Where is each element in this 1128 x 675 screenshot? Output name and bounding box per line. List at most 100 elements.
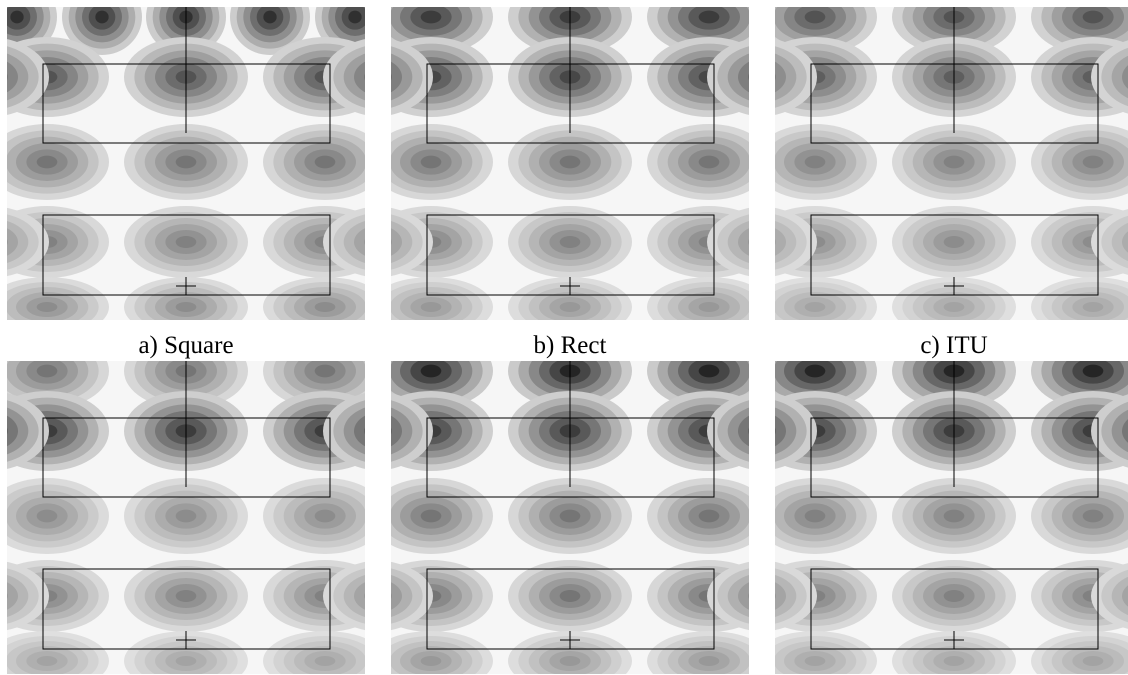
field-lobe xyxy=(7,427,8,435)
panel-e xyxy=(391,361,749,674)
field-lobe xyxy=(1122,231,1128,253)
field-lobe xyxy=(804,509,826,523)
field-lobe xyxy=(348,10,362,24)
field-plot-c xyxy=(775,7,1128,320)
caption-b: b) Rect xyxy=(533,332,607,359)
field-lobe xyxy=(738,228,749,256)
field-lobe xyxy=(804,10,826,24)
field-lobe xyxy=(364,73,365,81)
field-lobe xyxy=(1082,155,1104,169)
field-lobe xyxy=(748,427,749,435)
field-lobe xyxy=(1082,656,1104,666)
field-lobe xyxy=(7,61,18,93)
field-lobe xyxy=(698,10,720,24)
field-plot-e xyxy=(391,361,749,674)
field-lobe xyxy=(738,582,749,610)
field-lobe xyxy=(559,509,581,523)
panel-f xyxy=(775,361,1128,674)
field-lobe xyxy=(420,155,442,169)
field-lobe xyxy=(175,302,197,312)
field-lobe xyxy=(943,302,965,312)
field-lobe xyxy=(748,73,749,81)
field-lobe xyxy=(175,236,197,248)
field-plot-b xyxy=(391,7,749,320)
field-lobe xyxy=(775,427,776,435)
field-lobe xyxy=(36,302,58,312)
field-lobe xyxy=(175,656,197,666)
field-lobe xyxy=(175,155,197,169)
field-lobe xyxy=(391,582,402,610)
field-lobe xyxy=(354,228,365,256)
panel-d xyxy=(7,361,365,674)
field-lobe xyxy=(354,415,365,447)
field-lobe xyxy=(1111,409,1128,453)
field-lobe xyxy=(364,238,365,246)
caption-a: a) Square xyxy=(138,332,234,359)
field-lobe xyxy=(1122,585,1128,607)
field-lobe xyxy=(391,73,392,81)
field-lobe xyxy=(748,592,749,600)
field-lobe xyxy=(391,427,392,435)
field-lobe xyxy=(7,238,8,246)
field-lobe xyxy=(943,590,965,602)
field-lobe xyxy=(559,590,581,602)
field-lobe xyxy=(804,656,826,666)
panel-c-itu xyxy=(775,7,1128,320)
field-lobe xyxy=(698,509,720,523)
field-lobe xyxy=(775,592,776,600)
field-lobe xyxy=(420,364,442,378)
field-lobe xyxy=(775,61,786,93)
field-lobe xyxy=(314,656,336,666)
field-lobe xyxy=(7,582,18,610)
field-lobe xyxy=(559,236,581,248)
field-lobe xyxy=(804,302,826,312)
field-lobe xyxy=(698,155,720,169)
field-lobe xyxy=(559,155,581,169)
field-lobe xyxy=(698,302,720,312)
field-lobe xyxy=(314,509,336,523)
field-lobe xyxy=(263,10,277,24)
field-lobe xyxy=(364,427,365,435)
field-lobe xyxy=(7,592,8,600)
field-lobe xyxy=(1082,509,1104,523)
field-lobe xyxy=(36,155,58,169)
field-lobe xyxy=(391,61,402,93)
field-lobe xyxy=(943,509,965,523)
field-lobe xyxy=(391,415,402,447)
field-lobe xyxy=(7,73,8,81)
field-lobe xyxy=(804,364,826,378)
field-lobe xyxy=(738,415,749,447)
field-lobe xyxy=(1111,222,1128,262)
field-lobe xyxy=(559,302,581,312)
field-lobe xyxy=(775,415,786,447)
field-lobe xyxy=(420,10,442,24)
field-lobe xyxy=(559,656,581,666)
field-lobe xyxy=(748,238,749,246)
field-lobe xyxy=(1122,419,1128,443)
field-lobe xyxy=(175,590,197,602)
field-plot-f xyxy=(775,361,1128,674)
field-lobe xyxy=(943,656,965,666)
panel-b-rect xyxy=(391,7,749,320)
caption-c: c) ITU xyxy=(920,332,988,359)
field-lobe xyxy=(698,656,720,666)
field-lobe xyxy=(7,228,18,256)
field-lobe xyxy=(354,61,365,93)
panel-a-square xyxy=(7,7,365,320)
field-lobe xyxy=(943,236,965,248)
field-lobe xyxy=(775,582,786,610)
field-lobe xyxy=(1082,10,1104,24)
field-lobe xyxy=(775,228,786,256)
field-lobe xyxy=(804,155,826,169)
field-lobe xyxy=(314,155,336,169)
field-lobe xyxy=(391,228,402,256)
field-lobe xyxy=(420,509,442,523)
field-lobe xyxy=(36,656,58,666)
field-lobe xyxy=(391,592,392,600)
field-lobe xyxy=(7,415,18,447)
field-lobe xyxy=(775,73,776,81)
field-lobe xyxy=(10,10,24,24)
field-lobe xyxy=(36,364,58,378)
field-lobe xyxy=(1122,65,1128,89)
field-lobe xyxy=(95,10,109,24)
